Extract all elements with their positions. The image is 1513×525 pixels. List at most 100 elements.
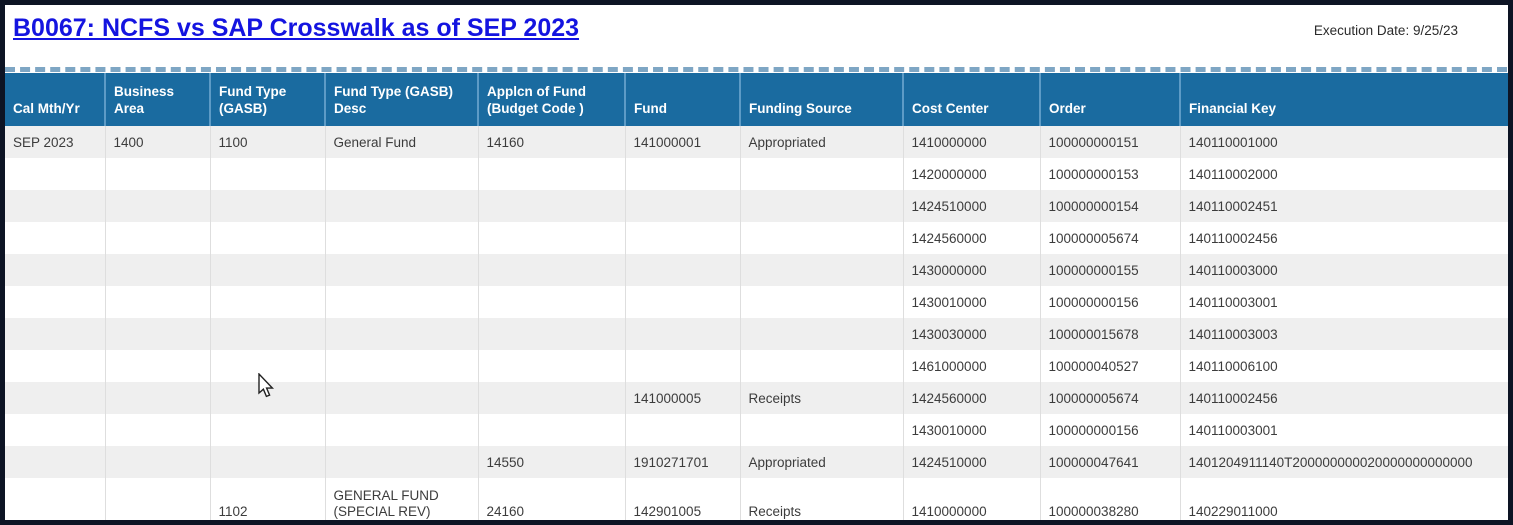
table-cell: 100000038280	[1040, 478, 1181, 520]
table-cell: 1410000000	[903, 478, 1041, 520]
table-cell: 1430030000	[903, 318, 1041, 350]
table-row: 1420000000 100000000153 140110002000	[5, 158, 1508, 190]
table-cell: General Fund	[325, 126, 479, 158]
column-header: Fund Type (GASB)	[209, 73, 325, 126]
table-cell	[105, 158, 211, 190]
table-cell	[740, 414, 904, 446]
table-cell: 140110006100	[1180, 350, 1508, 382]
table-cell: 100000000151	[1040, 126, 1181, 158]
table-cell	[740, 350, 904, 382]
table-cell: 140110002456	[1180, 382, 1508, 414]
table-cell: 142901005	[625, 478, 741, 520]
table-cell: 100000047641	[1040, 446, 1181, 478]
table-cell: 100000000153	[1040, 158, 1181, 190]
table-row: 1102 GENERAL FUND (SPECIAL REV) 24160 14290…	[5, 478, 1508, 520]
table-cell	[105, 414, 211, 446]
table-cell	[625, 190, 741, 222]
table-cell: 1424510000	[903, 190, 1041, 222]
table-cell	[105, 222, 211, 254]
table-cell: 1102	[210, 478, 326, 520]
table-cell	[105, 350, 211, 382]
table-cell	[105, 478, 211, 520]
table-cell: 140110002000	[1180, 158, 1508, 190]
table-row: 1430010000 100000000156 140110003001	[5, 286, 1508, 318]
table-cell: 140110002451	[1180, 190, 1508, 222]
column-header: Order	[1039, 73, 1180, 126]
table-cell	[5, 350, 106, 382]
column-header: Applcn of Fund (Budget Code )	[477, 73, 625, 126]
table-cell: 100000000154	[1040, 190, 1181, 222]
table-cell: 140229011000	[1180, 478, 1508, 520]
table-cell: 1430000000	[903, 254, 1041, 286]
table-cell: 1910271701	[625, 446, 741, 478]
table-cell	[740, 222, 904, 254]
table-cell: 1424510000	[903, 446, 1041, 478]
column-header: Financial Key	[1179, 73, 1508, 126]
table-row: 1430030000 100000015678 140110003003	[5, 318, 1508, 350]
table-row: 1461000000 100000040527 140110006100	[5, 350, 1508, 382]
table-cell: 100000040527	[1040, 350, 1181, 382]
column-header: Cal Mth/Yr	[5, 73, 105, 126]
report-header: B0067: NCFS vs SAP Crosswalk as of SEP 2…	[5, 5, 1508, 67]
table-cell	[105, 382, 211, 414]
table-cell: 100000000156	[1040, 414, 1181, 446]
table-cell	[210, 286, 326, 318]
table-cell	[478, 254, 626, 286]
table-top-dashed-border	[5, 67, 1507, 73]
table-cell	[5, 254, 106, 286]
table-cell	[210, 446, 326, 478]
table-cell: SEP 2023	[5, 126, 106, 158]
column-header: Fund Type (GASB) Desc	[324, 73, 478, 126]
header-row: Cal Mth/Yr Business Area Fund Type (GASB) F…	[5, 73, 1508, 126]
table-cell	[5, 414, 106, 446]
table-cell: Appropriated	[740, 126, 904, 158]
table-row: 141000005 Receipts 1424560000 100000005674 1…	[5, 382, 1508, 414]
report-title-link[interactable]: B0067: NCFS vs SAP Crosswalk as of SEP 2…	[13, 14, 580, 42]
table-cell	[478, 286, 626, 318]
table-cell	[5, 286, 106, 318]
table-cell: 100000005674	[1040, 222, 1181, 254]
table-cell: 140110003000	[1180, 254, 1508, 286]
table-row: 1424510000 100000000154 140110002451	[5, 190, 1508, 222]
table-cell: 1424560000	[903, 222, 1041, 254]
table-cell: 140110003001	[1180, 286, 1508, 318]
table-cell	[210, 222, 326, 254]
table-cell	[105, 190, 211, 222]
column-header: Funding Source	[739, 73, 903, 126]
table-cell: 1430010000	[903, 414, 1041, 446]
table-cell	[625, 318, 741, 350]
table-cell: 100000005674	[1040, 382, 1181, 414]
table-cell	[325, 350, 479, 382]
table-body: SEP 2023 1400 1100 General Fund 14160 1410000…	[5, 126, 1508, 520]
table-cell	[5, 158, 106, 190]
table-row: 1424560000 100000005674 140110002456	[5, 222, 1508, 254]
table-cell	[478, 414, 626, 446]
table-cell: 1410000000	[903, 126, 1041, 158]
table-cell	[740, 158, 904, 190]
table-cell: 141000005	[625, 382, 741, 414]
table-cell	[210, 382, 326, 414]
table-cell: Receipts	[740, 478, 904, 520]
table-cell	[740, 254, 904, 286]
table-cell: 14550	[478, 446, 626, 478]
table-cell	[478, 382, 626, 414]
column-header: Business Area	[104, 73, 210, 126]
table-cell: 141000001	[625, 126, 741, 158]
column-header: Fund	[624, 73, 740, 126]
table-cell	[478, 158, 626, 190]
table-cell	[740, 318, 904, 350]
table-cell	[325, 254, 479, 286]
table-cell	[210, 318, 326, 350]
table-cell	[5, 318, 106, 350]
table-cell: 1424560000	[903, 382, 1041, 414]
table-cell: 140110003001	[1180, 414, 1508, 446]
table-cell: Appropriated	[740, 446, 904, 478]
table-cell	[625, 286, 741, 318]
table-cell	[5, 478, 106, 520]
table-cell	[210, 350, 326, 382]
table-cell	[325, 382, 479, 414]
table-cell	[625, 222, 741, 254]
table-cell	[325, 158, 479, 190]
table-cell: 1400	[105, 126, 211, 158]
